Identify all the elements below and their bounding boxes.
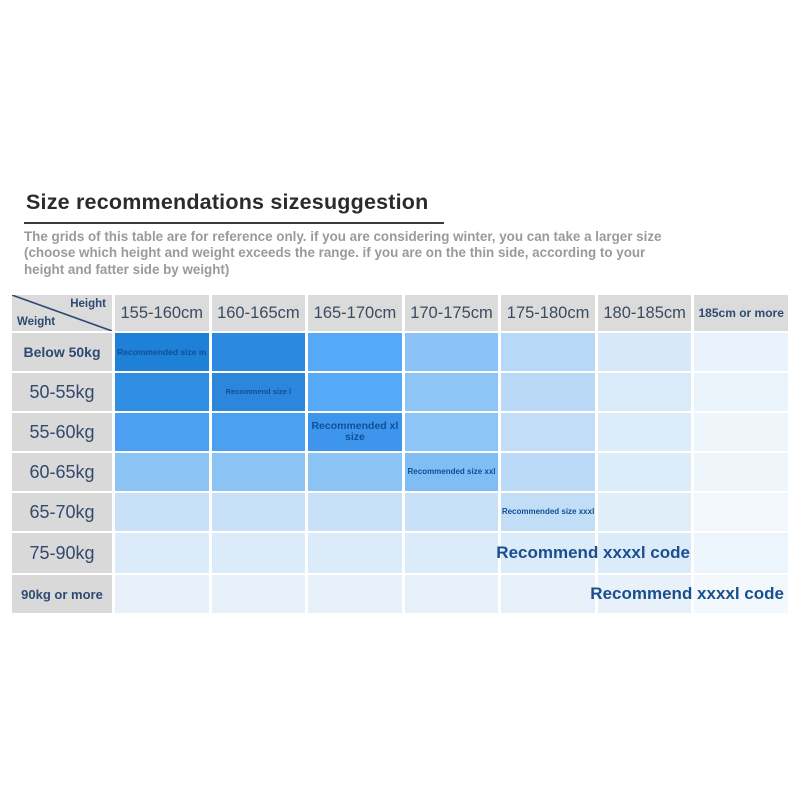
table-description: The grids of this table are for referenc…: [24, 229, 662, 278]
table-body: Below 50kg Recommended size m 50-55kg Recom…: [12, 333, 788, 613]
size-cell: [597, 575, 692, 613]
size-cell: [597, 453, 692, 491]
height-header-cell: 170-175cm: [404, 295, 499, 331]
size-cell: [308, 575, 402, 613]
size-recommendation-cell: Recommended size xxl: [404, 453, 499, 491]
size-cell: [115, 373, 209, 411]
size-cell: [211, 453, 306, 491]
size-cell: [501, 373, 595, 411]
size-cell: [404, 373, 499, 411]
size-cell: [211, 493, 306, 531]
weight-label-cell: 75-90kg: [12, 533, 112, 573]
size-cell: [115, 533, 209, 573]
page-title: Size recommendations sizesuggestion: [24, 190, 445, 224]
size-cell: [308, 333, 402, 371]
size-cell: [694, 413, 788, 451]
size-cell: [501, 333, 595, 371]
size-cell: [211, 333, 306, 371]
size-cell: [694, 575, 788, 613]
size-recommendation-cell: Recommend size l: [211, 373, 306, 411]
size-cell: [501, 533, 595, 573]
height-header-cell: 185cm or more: [694, 295, 788, 331]
size-cell: [115, 453, 209, 491]
size-cell: [211, 413, 306, 451]
height-axis-label: Height: [70, 298, 106, 310]
size-cell: [404, 533, 499, 573]
description-line: (choose which height and weight exceeds …: [24, 245, 646, 261]
description-line: height and fatter side by weight): [24, 261, 230, 277]
table-row: 90kg or more Recommend xxxxl code: [12, 575, 788, 613]
description-line: The grids of this table are for referenc…: [24, 229, 662, 244]
size-cell: [308, 493, 402, 531]
size-cell: [308, 373, 402, 411]
table-row: 55-60kg Recommended xl size: [12, 413, 788, 451]
size-cell: [115, 575, 209, 613]
weight-label-cell: 60-65kg: [12, 453, 112, 491]
size-cell: [211, 575, 306, 613]
height-header-cell: 160-165cm: [211, 295, 306, 331]
size-cell: [597, 373, 692, 411]
size-note-text: Recommend xxxxl code: [496, 543, 690, 562]
size-cell: [597, 493, 692, 531]
size-cell: [115, 493, 209, 531]
size-cell: [597, 413, 692, 451]
size-cell: [308, 453, 402, 491]
size-cell: [404, 493, 499, 531]
size-cell: [597, 333, 692, 371]
size-note-text: Recommend xxxxl code: [590, 584, 784, 603]
size-cell: [694, 373, 788, 411]
weight-label-cell: 55-60kg: [12, 413, 112, 451]
height-header-cell: 165-170cm: [308, 295, 402, 331]
size-recommendation-cell: Recommended size m: [115, 333, 209, 371]
size-cell: [115, 413, 209, 451]
size-cell: [694, 533, 788, 573]
size-table: Height Weight 155-160cm 160-165cm 165-170c…: [12, 295, 788, 615]
size-cell: [404, 575, 499, 613]
weight-label-cell: 90kg or more: [12, 575, 112, 613]
weight-axis-label: Weight: [17, 316, 56, 328]
table-row: 65-70kg Recommended size xxxl: [12, 493, 788, 531]
table-row: 60-65kg Recommended size xxl: [12, 453, 788, 491]
table-row: 75-90kg Recommend xxxxl code: [12, 533, 788, 573]
table-row: Below 50kg Recommended size m: [12, 333, 788, 371]
height-header-cell: 180-185cm: [597, 295, 692, 331]
weight-label-cell: 50-55kg: [12, 373, 112, 411]
table-row: 50-55kg Recommend size l: [12, 373, 788, 411]
size-cell: [501, 453, 595, 491]
size-cell: [404, 333, 499, 371]
size-cell: [597, 533, 692, 573]
size-cell: [694, 453, 788, 491]
weight-label-cell: Below 50kg: [12, 333, 112, 371]
diagonal-divider-line: [12, 295, 112, 331]
height-header-cell: 155-160cm: [115, 295, 209, 331]
size-cell: [501, 575, 595, 613]
size-cell: [694, 493, 788, 531]
height-header-cell: 175-180cm: [501, 295, 595, 331]
size-cell: [694, 333, 788, 371]
size-cell: [404, 413, 499, 451]
height-weight-corner-cell: Height Weight: [12, 295, 112, 331]
size-recommendation-cell: Recommended xl size: [308, 413, 402, 451]
size-cell: [501, 413, 595, 451]
weight-label-cell: 65-70kg: [12, 493, 112, 531]
size-cell: [211, 533, 306, 573]
table-header-row: Height Weight 155-160cm 160-165cm 165-170c…: [12, 295, 788, 331]
size-cell: [308, 533, 402, 573]
size-recommendation-cell: Recommended size xxxl: [501, 493, 595, 531]
